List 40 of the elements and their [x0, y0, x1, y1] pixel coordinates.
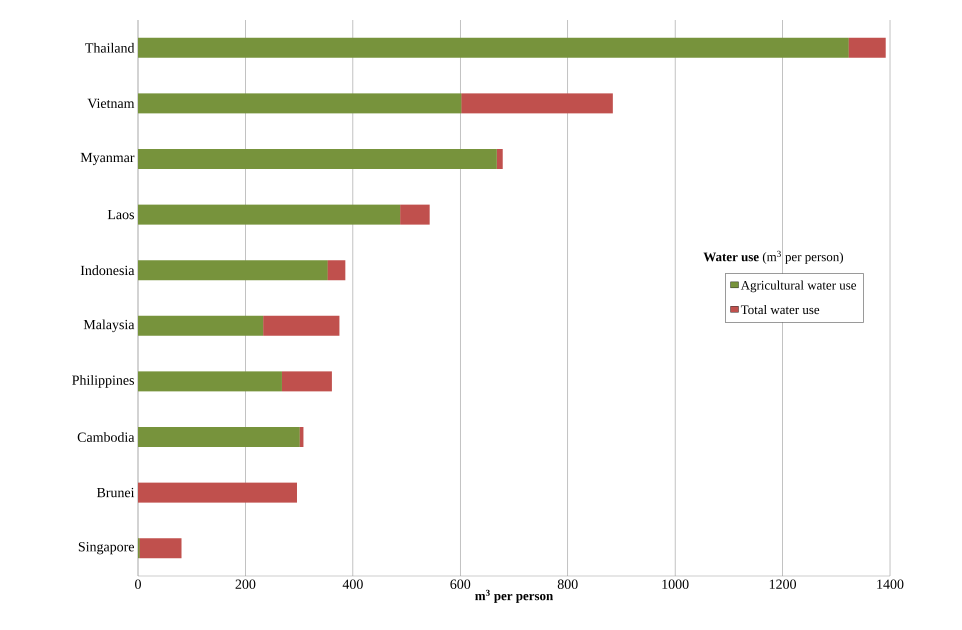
bar	[328, 260, 346, 280]
y-tick-label: Thailand	[85, 42, 134, 53]
legend-title: Water use (m$^{3}$ per person)	[704, 250, 844, 264]
bar	[300, 426, 304, 447]
y-tick-label: Brunei	[96, 488, 134, 498]
y-tick-label: Laos	[108, 210, 134, 220]
bar	[282, 371, 332, 392]
x-tick-label: 600	[450, 580, 470, 589]
y-tick-label: Singapore	[78, 542, 134, 554]
bar	[138, 93, 462, 114]
bar	[138, 316, 264, 336]
bar	[138, 482, 297, 503]
x-tick-label: 0	[135, 580, 141, 589]
bar	[138, 38, 849, 58]
bar	[496, 148, 503, 169]
x-tick-label: 200	[236, 580, 256, 589]
bar	[263, 316, 340, 336]
y-tick-label: Philippines	[72, 375, 134, 388]
x-tick-label: 1000	[662, 580, 689, 589]
x-tick-label: 1200	[770, 580, 796, 589]
x-axis-title: m$^{3}$ per person	[475, 590, 554, 603]
bar	[138, 426, 300, 447]
y-tick-label: Cambodia	[78, 432, 134, 442]
bar	[140, 538, 182, 558]
bar	[138, 204, 400, 225]
y-tick-label: Vietnam	[87, 98, 134, 108]
y-tick-label: Indonesia	[80, 265, 134, 276]
bar	[400, 204, 430, 225]
legend-label: Agricultural water use	[740, 280, 856, 292]
x-tick-label: 800	[558, 580, 578, 589]
bar	[848, 38, 886, 58]
x-tick-label: 400	[342, 580, 363, 589]
bar	[138, 148, 497, 169]
bar	[138, 371, 282, 392]
y-tick-label: Myanmar	[80, 152, 134, 166]
bar	[138, 260, 328, 280]
legend-label: Total water use	[740, 304, 820, 314]
bar	[461, 93, 613, 114]
x-tick-label: 1400	[877, 580, 904, 589]
y-tick-label: Malaysia	[84, 319, 134, 332]
